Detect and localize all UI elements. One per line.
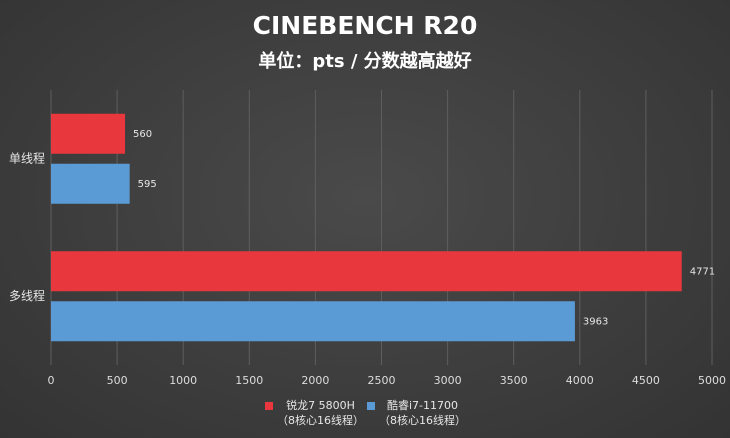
- x-tick-label: 1000: [169, 374, 197, 387]
- bar: [51, 163, 130, 204]
- x-tick-label: 2000: [301, 374, 329, 387]
- x-tick-label: 5000: [698, 374, 726, 387]
- x-tick-label: 3000: [434, 374, 462, 387]
- legend-label: 酷睿i7-11700 （8核心16线程）: [379, 399, 466, 427]
- bar: [51, 301, 575, 342]
- value-label: 3963: [583, 316, 608, 327]
- legend-label: 锐龙7 5800H （8核心16线程）: [277, 399, 364, 427]
- value-label: 595: [138, 179, 157, 190]
- x-tick-label: 500: [107, 374, 128, 387]
- bar: [51, 251, 682, 292]
- legend-swatch: [265, 402, 273, 410]
- value-label: 4771: [690, 266, 715, 277]
- x-tick-label: 3500: [500, 374, 528, 387]
- legend-item: 酷睿i7-11700 （8核心16线程）: [367, 398, 466, 428]
- legend-swatch: [367, 402, 375, 410]
- value-label: 560: [133, 129, 152, 140]
- x-tick-label: 4000: [566, 374, 594, 387]
- x-tick-label: 4500: [632, 374, 660, 387]
- chart-subtitle: 单位：pts / 分数越高越好: [258, 50, 471, 72]
- x-tick-label: 0: [48, 374, 55, 387]
- chart-title: CINEBENCH R20: [253, 11, 478, 40]
- bar: [51, 113, 126, 154]
- legend-item: 锐龙7 5800H （8核心16线程）: [265, 398, 364, 428]
- y-tick-label: 多线程: [9, 288, 45, 303]
- x-tick-label: 1500: [235, 374, 263, 387]
- y-tick-label: 单线程: [9, 150, 45, 165]
- x-tick-label: 2500: [368, 374, 396, 387]
